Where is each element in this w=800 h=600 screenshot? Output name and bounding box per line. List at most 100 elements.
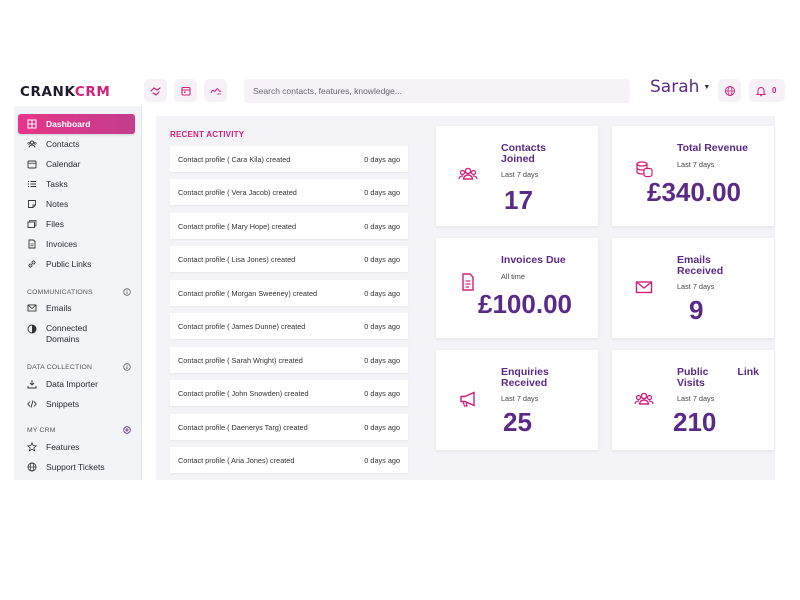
globe-icon (724, 85, 735, 96)
stat-value: £340.00 (647, 177, 741, 207)
sidebar-item-label: Support Tickets (46, 462, 105, 472)
sidebar-item-tasks[interactable]: Tasks (18, 174, 135, 194)
activity-text: Contact profile ( Vera Jacob) created (178, 187, 297, 197)
bell-icon (755, 86, 767, 96)
sidebar-item-snippets[interactable]: Snippets (18, 394, 135, 414)
stat-card-contacts-joined[interactable]: Contacts Joined Last 7 days 17 (436, 126, 598, 226)
activity-row[interactable]: Contact profile ( Mary Hope) created 0 da… (170, 213, 408, 239)
activity-row[interactable]: Contact profile ( Sarah Wright) created 0… (170, 347, 408, 373)
section-label-communications: COMMUNICATIONS (27, 288, 131, 296)
activity-text: Contact profile ( Lisa Jones) created (178, 254, 296, 264)
activity-row[interactable]: Contact profile ( Cara Kila) created 0 da… (170, 146, 408, 172)
sidebar-item-calendar[interactable]: Calendar (18, 154, 135, 174)
envelope-icon (635, 281, 653, 294)
stat-title: Public Link Visits (677, 366, 759, 389)
sidebar-item-label: Invoices (46, 239, 78, 249)
activity-row[interactable]: Contact profile ( John Snowden) created 0… (170, 380, 408, 406)
activity-text: Contact profile ( Mary Hope) created (178, 221, 297, 231)
logo-text-crank: CRANK (20, 84, 75, 100)
sidebar-item-label: Emails (46, 303, 72, 313)
add-icon[interactable] (123, 426, 131, 434)
sidebar-item-label: Connected Domains (46, 323, 88, 344)
caret-down-icon: ▼ (703, 83, 711, 91)
activity-row[interactable]: Contact profile ( Aria Jones) created 0 d… (170, 447, 408, 473)
activity-text: Contact profile ( Aria Jones) created (178, 455, 295, 465)
activity-row[interactable]: Contact profile ( Vera Jacob) created 0 d… (170, 179, 408, 205)
sidebar-item-label: Dashboard (46, 119, 91, 129)
section-label-data-collection: DATA COLLECTION (27, 363, 131, 371)
user-menu[interactable]: Sarah ▼ (650, 77, 710, 97)
sidebar: Dashboard Contacts Calendar Tasks Notes … (14, 106, 142, 480)
activity-text: Contact profile ( Sarah Wright) created (178, 355, 303, 365)
activity-time: 0 days ago (364, 422, 400, 432)
sidebar-item-label: Contacts (46, 139, 80, 149)
activity-time: 0 days ago (364, 388, 400, 398)
group-icon (634, 392, 654, 405)
sidebar-item-invoices[interactable]: Invoices (18, 234, 135, 254)
activity-time: 0 days ago (364, 288, 400, 298)
search-input[interactable] (244, 79, 630, 103)
sidebar-item-notes[interactable]: Notes (18, 194, 135, 214)
stat-value: £100.00 (478, 289, 572, 319)
group-icon (458, 167, 478, 180)
notes-icon (28, 200, 36, 208)
sidebar-item-contacts[interactable]: Contacts (18, 134, 135, 154)
sidebar-item-emails[interactable]: Emails (18, 298, 135, 318)
info-icon[interactable] (123, 288, 131, 296)
sidebar-item-features[interactable]: Features (18, 437, 135, 457)
stat-card-public-link-visits[interactable]: Public Link Visits Last 7 days 210 (612, 350, 774, 450)
sidebar-item-data-importer[interactable]: Data Importer (18, 374, 135, 394)
quick-calendar-button[interactable] (174, 79, 197, 102)
activity-row[interactable]: Contact profile ( James Dunne) created 0 … (170, 313, 408, 339)
activity-time: 0 days ago (364, 154, 400, 164)
stat-card-invoices-due[interactable]: Invoices Due All time £100.00 (436, 238, 598, 338)
calendar-icon (27, 160, 37, 169)
tasks-icon (27, 180, 36, 188)
activity-row[interactable]: Contact profile ( Daenerys Targ) created… (170, 414, 408, 440)
activity-row[interactable]: Contact profile ( Lisa Jones) created 0 d… (170, 246, 408, 272)
sidebar-item-dashboard[interactable]: Dashboard (18, 114, 135, 134)
sidebar-item-label: Features (46, 442, 80, 452)
activity-text: Contact profile ( Daenerys Targ) created (178, 422, 308, 432)
quick-contact-button[interactable] (144, 79, 167, 102)
coins-icon (636, 161, 653, 178)
sidebar-item-connected-domains[interactable]: Connected Domains (18, 321, 135, 347)
link-icon (28, 260, 36, 268)
stat-title: Emails Received (677, 254, 724, 277)
handshake-icon (149, 86, 161, 96)
brand-logo[interactable]: CRANKCRM (20, 84, 110, 100)
info-icon[interactable] (123, 363, 131, 371)
activity-row[interactable]: Contact profile ( Morgan Sweeney) create… (170, 280, 408, 306)
calendar-icon (180, 86, 191, 96)
megaphone-icon (460, 391, 475, 407)
stat-title: Contacts Joined (501, 142, 546, 165)
contacts-icon (27, 140, 37, 148)
code-icon (27, 400, 37, 408)
sidebar-item-public-links[interactable]: Public Links (18, 254, 135, 274)
stat-card-enquiries-received[interactable]: Enquiries Received Last 7 days 25 (436, 350, 598, 450)
stat-period: Last 7 days (677, 394, 715, 403)
stat-card-total-revenue[interactable]: Total Revenue Last 7 days £340.00 (612, 126, 774, 226)
import-icon (27, 380, 37, 389)
files-icon (27, 220, 37, 228)
stat-card-emails-received[interactable]: Emails Received Last 7 days 9 (612, 238, 774, 338)
sidebar-item-files[interactable]: Files (18, 214, 135, 234)
stat-value: 25 (503, 407, 532, 437)
sidebar-item-label: Files (46, 219, 64, 229)
email-icon (27, 304, 37, 312)
sidebar-item-label: Snippets (46, 399, 80, 409)
sidebar-item-label: Tasks (46, 179, 68, 189)
notifications-button[interactable]: 0 (749, 79, 785, 102)
sidebar-item-label: Calendar (46, 159, 81, 169)
quick-signature-button[interactable] (204, 79, 227, 102)
activity-time: 0 days ago (364, 187, 400, 197)
stat-period: Last 7 days (677, 282, 715, 291)
language-button[interactable] (718, 79, 741, 102)
stat-period: Last 7 days (501, 394, 539, 403)
activity-text: Contact profile ( James Dunne) created (178, 321, 306, 331)
dashboard-icon (27, 119, 37, 129)
activity-text: Contact profile ( John Snowden) created (178, 388, 309, 398)
stat-period: Last 7 days (501, 170, 539, 179)
sidebar-item-support-tickets[interactable]: Support Tickets (18, 457, 135, 477)
sidebar-item-label: Data Importer (46, 379, 98, 389)
